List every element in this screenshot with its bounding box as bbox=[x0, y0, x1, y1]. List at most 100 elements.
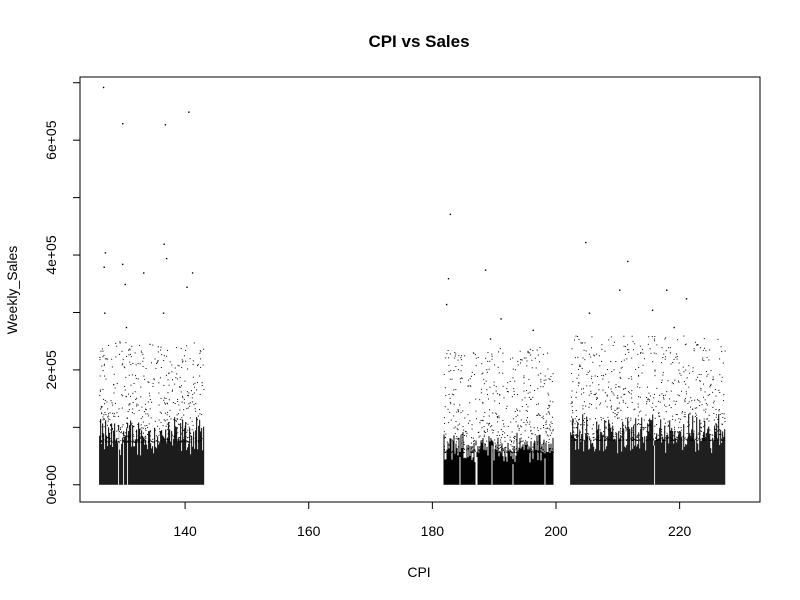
scatter-point bbox=[177, 439, 179, 441]
point-column bbox=[198, 425, 200, 485]
scatter-point bbox=[443, 417, 445, 419]
point-column bbox=[573, 434, 575, 485]
scatter-point bbox=[610, 406, 612, 408]
scatter-point bbox=[480, 392, 482, 394]
scatter-point bbox=[542, 353, 544, 355]
scatter-point bbox=[175, 433, 177, 435]
scatter-point bbox=[160, 441, 162, 443]
scatter-point bbox=[107, 416, 109, 418]
scatter-point bbox=[143, 375, 145, 377]
scatter-point bbox=[148, 423, 150, 425]
scatter-point bbox=[719, 429, 721, 431]
scatter-point bbox=[602, 436, 604, 438]
scatter-point bbox=[504, 440, 506, 442]
scatter-point bbox=[176, 378, 178, 380]
scatter-point bbox=[518, 429, 520, 431]
scatter-point bbox=[680, 418, 682, 420]
scatter-point bbox=[121, 394, 123, 396]
scatter-point bbox=[482, 451, 484, 453]
scatter-point bbox=[108, 344, 110, 346]
scatter-point bbox=[149, 438, 151, 440]
scatter-point bbox=[112, 404, 114, 406]
scatter-point bbox=[463, 441, 465, 443]
scatter-point bbox=[110, 432, 112, 434]
scatter-point bbox=[652, 439, 654, 441]
scatter-point bbox=[542, 415, 544, 417]
scatter-point bbox=[497, 431, 499, 433]
scatter-point bbox=[637, 434, 639, 436]
scatter-point bbox=[714, 439, 716, 441]
point-column bbox=[667, 434, 669, 485]
point-column bbox=[697, 443, 699, 485]
scatter-point bbox=[715, 416, 717, 418]
outlier-point bbox=[124, 283, 126, 286]
scatter-point bbox=[195, 410, 197, 412]
point-column bbox=[668, 443, 670, 485]
point-column bbox=[500, 453, 502, 485]
scatter-point bbox=[609, 438, 611, 440]
scatter-point bbox=[570, 396, 572, 398]
point-column bbox=[602, 435, 604, 485]
scatter-point bbox=[515, 452, 517, 454]
scatter-point bbox=[609, 399, 611, 401]
scatter-point bbox=[450, 403, 452, 405]
point-column bbox=[100, 418, 102, 485]
scatter-point bbox=[577, 385, 579, 387]
scatter-point bbox=[704, 424, 706, 426]
scatter-point bbox=[469, 385, 471, 387]
scatter-point bbox=[605, 439, 607, 441]
scatter-point bbox=[527, 417, 529, 419]
scatter-point bbox=[531, 367, 533, 369]
scatter-point bbox=[494, 364, 496, 366]
scatter-point bbox=[718, 434, 720, 436]
scatter-point bbox=[591, 336, 593, 338]
scatter-point bbox=[571, 410, 573, 412]
scatter-point bbox=[130, 356, 132, 358]
point-column bbox=[551, 451, 553, 485]
scatter-point bbox=[166, 402, 168, 404]
scatter-point bbox=[660, 381, 662, 383]
scatter-point bbox=[473, 451, 475, 453]
scatter-point bbox=[176, 418, 178, 420]
scatter-point bbox=[585, 405, 587, 407]
scatter-point bbox=[654, 425, 656, 427]
point-column bbox=[688, 413, 690, 485]
scatter-point bbox=[528, 423, 530, 425]
scatter-point bbox=[630, 417, 632, 419]
scatter-point bbox=[583, 392, 585, 394]
scatter-point bbox=[600, 435, 602, 437]
scatter-point bbox=[195, 440, 197, 442]
scatter-point bbox=[199, 393, 201, 395]
point-column bbox=[575, 449, 577, 485]
scatter-point bbox=[182, 437, 184, 439]
scatter-point bbox=[610, 439, 612, 441]
point-column bbox=[487, 455, 489, 485]
scatter-point bbox=[172, 379, 174, 381]
scatter-point bbox=[498, 415, 500, 417]
outlier-point bbox=[104, 252, 107, 254]
scatter-point bbox=[461, 449, 463, 451]
scatter-point bbox=[513, 390, 515, 392]
scatter-point bbox=[475, 365, 477, 367]
scatter-point bbox=[145, 413, 147, 415]
scatter-point bbox=[653, 409, 655, 411]
scatter-point bbox=[696, 407, 698, 409]
point-column bbox=[498, 456, 500, 485]
outlier-point bbox=[673, 326, 675, 329]
scatter-point bbox=[500, 437, 502, 439]
scatter-point bbox=[669, 352, 671, 354]
scatter-point bbox=[148, 440, 150, 442]
scatter-point bbox=[511, 451, 513, 453]
scatter-point bbox=[110, 425, 112, 427]
scatter-point bbox=[699, 424, 701, 426]
scatter-point bbox=[623, 439, 625, 441]
scatter-point bbox=[102, 370, 104, 372]
scatter-point bbox=[179, 418, 181, 420]
point-column bbox=[468, 445, 470, 485]
scatter-point bbox=[547, 352, 549, 354]
scatter-point bbox=[486, 389, 488, 391]
point-column bbox=[149, 431, 151, 485]
point-column bbox=[711, 453, 713, 485]
scatter-point bbox=[128, 393, 130, 395]
scatter-point bbox=[722, 439, 724, 441]
